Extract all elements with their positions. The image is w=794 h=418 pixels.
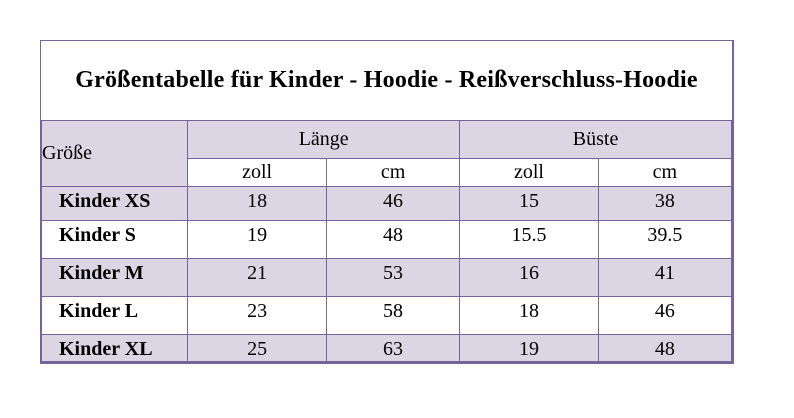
column-group-laenge: Länge xyxy=(187,120,461,159)
column-header-groesse: Größe xyxy=(40,120,189,187)
value-bueste-zoll: 15 xyxy=(459,186,599,221)
column-group-bueste: Büste xyxy=(459,120,732,159)
table-header-group-row: Größe Länge Büste xyxy=(40,120,732,187)
value-bueste-zoll: 16 xyxy=(459,258,599,297)
table-row-kinder-s: Kinder S 19 48 15.5 39.5 xyxy=(40,220,733,259)
size-label: Kinder L xyxy=(40,296,189,335)
table-row-kinder-xl: Kinder XL 25 63 19 48 xyxy=(40,334,733,362)
value-bueste-cm: 48 xyxy=(597,334,733,362)
value-laenge-cm: 63 xyxy=(325,334,461,362)
size-chart-panel: Größentabelle für Kinder - Hoodie - Reiß… xyxy=(40,40,734,364)
value-bueste-zoll: 18 xyxy=(459,296,599,335)
value-laenge-zoll: 23 xyxy=(187,296,327,335)
table-row-kinder-m: Kinder M 21 53 16 41 xyxy=(40,258,733,297)
value-bueste-cm: 41 xyxy=(597,258,733,297)
value-laenge-cm: 58 xyxy=(325,296,461,335)
size-label: Kinder XL xyxy=(40,334,189,362)
unit-header-laenge-zoll: zoll xyxy=(187,158,327,187)
size-label: Kinder XS xyxy=(40,186,189,221)
value-laenge-zoll: 18 xyxy=(187,186,327,221)
unit-header-laenge-cm: cm xyxy=(325,158,461,187)
value-laenge-cm: 48 xyxy=(325,220,461,259)
value-laenge-cm: 53 xyxy=(325,258,461,297)
size-label: Kinder S xyxy=(40,220,189,259)
value-bueste-cm: 46 xyxy=(597,296,733,335)
value-bueste-zoll: 19 xyxy=(459,334,599,362)
unit-header-bueste-cm: cm xyxy=(597,158,733,187)
value-laenge-zoll: 19 xyxy=(187,220,327,259)
value-bueste-zoll: 15.5 xyxy=(459,220,599,259)
value-bueste-cm: 38 xyxy=(597,186,733,221)
size-chart-title: Größentabelle für Kinder - Hoodie - Reiß… xyxy=(41,41,732,120)
table-row-kinder-l: Kinder L 23 58 18 46 xyxy=(40,296,733,335)
value-laenge-cm: 46 xyxy=(325,186,461,221)
size-table: Größe Länge Büste zoll cm zoll cm Kinder… xyxy=(40,120,733,362)
unit-header-bueste-zoll: zoll xyxy=(459,158,599,187)
value-bueste-cm: 39.5 xyxy=(597,220,733,259)
size-label: Kinder M xyxy=(40,258,189,297)
value-laenge-zoll: 25 xyxy=(187,334,327,362)
table-row-kinder-xs: Kinder XS 18 46 15 38 xyxy=(40,186,733,221)
table-header-unit-row: zoll cm zoll cm xyxy=(42,158,733,187)
value-laenge-zoll: 21 xyxy=(187,258,327,297)
